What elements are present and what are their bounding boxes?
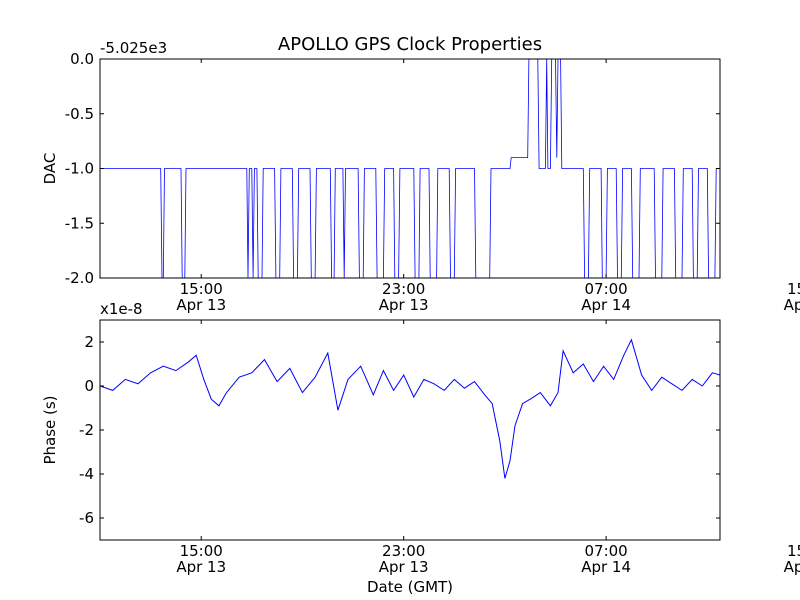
- x-tick-label-time: 15:00: [180, 280, 223, 298]
- x-tick-label-date: Apr 14: [784, 558, 800, 576]
- x-tick-label-time: 15:00: [787, 542, 800, 560]
- x-tick-label-time: 15:00: [180, 542, 223, 560]
- x-tick-label-time: 15:00: [787, 280, 800, 298]
- x-tick-label-date: Apr 13: [379, 296, 429, 314]
- y-tick-label: -2: [79, 421, 94, 439]
- y-tick-label: 0.0: [70, 50, 94, 68]
- x-tick-label-date: Apr 13: [379, 558, 429, 576]
- y-tick-label: 2: [84, 333, 94, 351]
- y-tick-label: 0: [84, 377, 94, 395]
- x-tick-label-time: 07:00: [585, 542, 628, 560]
- x-tick-label-date: Apr 13: [176, 558, 226, 576]
- x-tick-label-time: 07:00: [585, 280, 628, 298]
- x-axis-label: Date (GMT): [367, 578, 453, 596]
- axis-offset-label: x1e-8: [100, 300, 143, 318]
- y-axis-label: DAC: [41, 153, 59, 185]
- y-tick-label: -4: [79, 465, 94, 483]
- y-axis-label: Phase (s): [41, 395, 59, 464]
- x-tick-label-time: 23:00: [382, 280, 425, 298]
- x-tick-label-date: Apr 13: [176, 296, 226, 314]
- x-tick-label-date: Apr 14: [581, 296, 631, 314]
- x-tick-label-time: 23:00: [382, 542, 425, 560]
- plot-area: [100, 320, 720, 540]
- y-tick-label: -1.0: [65, 160, 94, 178]
- y-tick-label: -0.5: [65, 105, 94, 123]
- x-tick-label-date: Apr 14: [784, 296, 800, 314]
- x-tick-label-date: Apr 14: [581, 558, 631, 576]
- y-tick-label: -6: [79, 509, 94, 527]
- y-tick-label: -2.0: [65, 269, 94, 287]
- series-line: [100, 338, 720, 479]
- axis-offset-label: -5.025e3: [100, 39, 167, 57]
- y-tick-label: -1.5: [65, 214, 94, 232]
- series-line: [100, 59, 720, 278]
- chart-title: APOLLO GPS Clock Properties: [278, 34, 542, 55]
